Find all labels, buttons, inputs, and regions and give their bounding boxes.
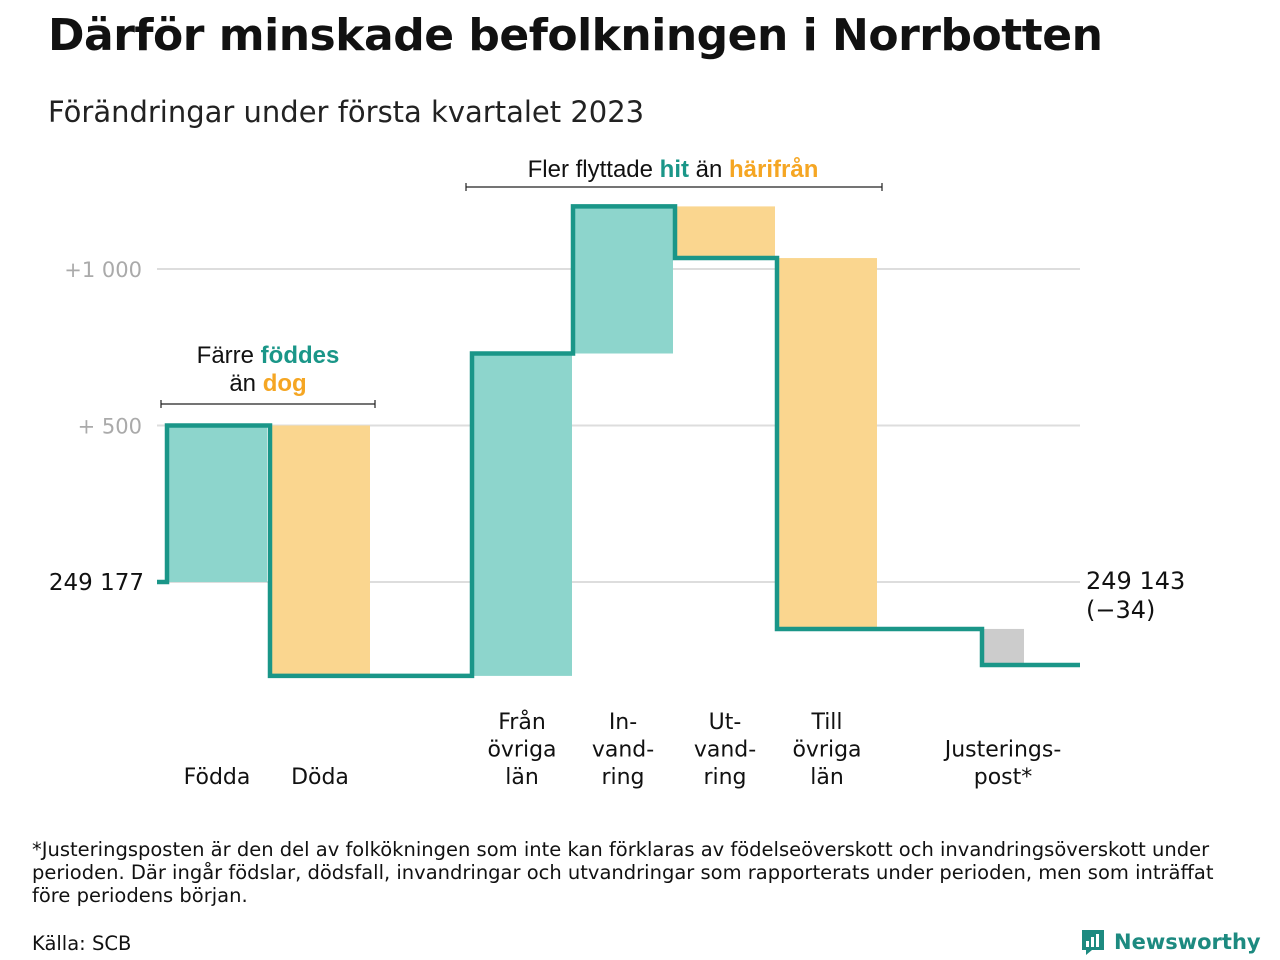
source-label: Källa: SCB [32, 932, 132, 955]
y-tick-label: +1 000 [64, 258, 142, 282]
annotation-migration: Fler flyttade hit än härifrån [465, 156, 883, 191]
bar-in [573, 206, 673, 354]
brand-name: Newsworthy [1114, 930, 1261, 954]
step-line [157, 204, 1080, 679]
end-value-label: 249 143 [1086, 567, 1185, 595]
category-label-fran: övriga [487, 738, 556, 763]
category-label-in: vand- [592, 738, 654, 763]
bar-ut [675, 206, 775, 259]
category-label-ut: ring [703, 765, 746, 790]
newsworthy-logo-icon [1082, 930, 1104, 955]
category-label-in: ring [601, 765, 644, 790]
category-label-fran: län [505, 765, 539, 790]
footnote: *Justeringsposten är den del av folkökni… [32, 838, 1214, 907]
bars [167, 206, 1024, 676]
bar-fodda [167, 425, 267, 582]
category-label-doda: Döda [291, 765, 349, 790]
y-tick-label: + 500 [78, 415, 142, 439]
waterfall-step-line [157, 204, 1080, 679]
category-label-fran: Från [498, 709, 546, 735]
bar-just [982, 628, 1024, 665]
bar-till [777, 258, 877, 629]
category-label-till: övriga [792, 738, 861, 763]
category-label-fodda: Födda [184, 765, 251, 790]
chart-title: Därför minskade befolkningen i Norrbotte… [48, 10, 1103, 61]
category-label-till: län [810, 765, 844, 790]
category-label-just: post* [974, 765, 1033, 790]
category-label-ut: vand- [694, 738, 756, 763]
annotation-migration-text: Fler flyttade hit än härifrån [528, 156, 819, 183]
category-label-just: Justerings- [943, 738, 1062, 763]
annotation-births-deaths: Färre föddes än dog [160, 342, 376, 408]
bracket-migration [465, 183, 883, 191]
category-label-in: In- [609, 710, 637, 735]
bracket-births-deaths [160, 400, 376, 408]
start-value-label: 249 177 [49, 570, 144, 596]
annotation-births-deaths-line2: än dog [229, 370, 306, 397]
bar-doda [270, 425, 370, 676]
brand-logo[interactable]: Newsworthy [1080, 928, 1261, 956]
annotation-births-deaths-line1: Färre föddes [197, 342, 340, 369]
category-label-till: Till [810, 710, 842, 735]
chart-subtitle: Förändringar under första kvartalet 2023 [48, 95, 645, 129]
end-change-label: (−34) [1086, 596, 1155, 624]
bar-fran [472, 353, 572, 676]
category-label-ut: Ut- [709, 710, 742, 735]
